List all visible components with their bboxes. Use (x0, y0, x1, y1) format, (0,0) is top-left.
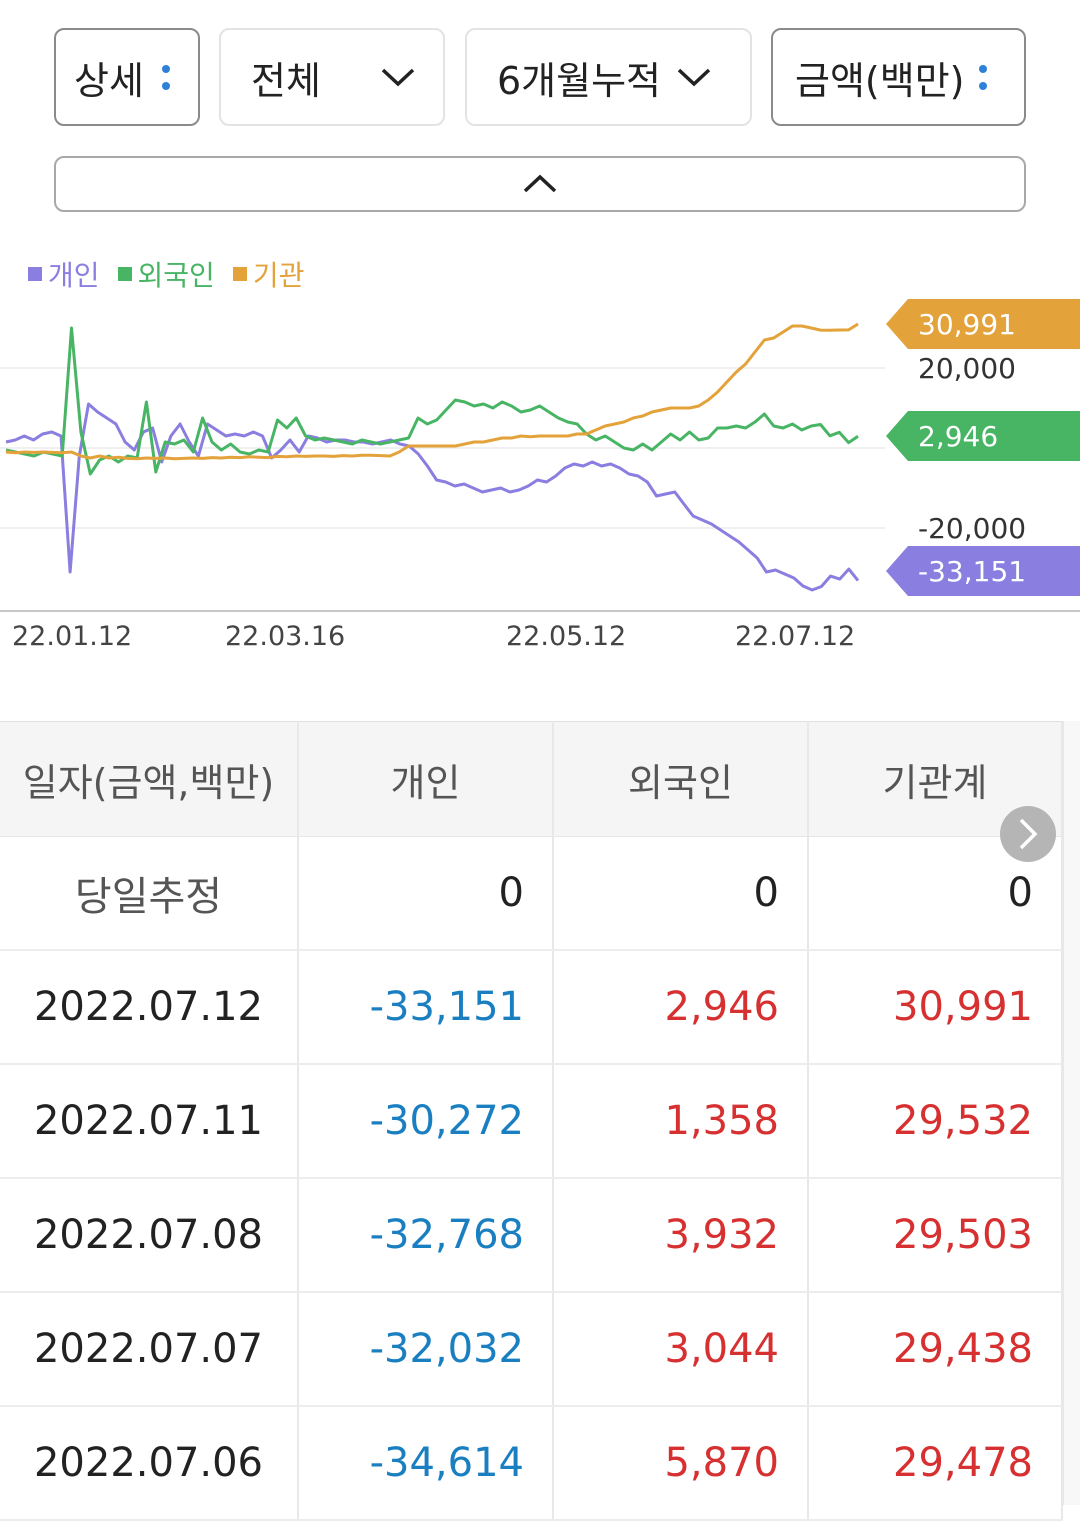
y-tick-label: -20,000 (918, 512, 1026, 545)
x-tick-label: 22.01.12 (12, 621, 132, 652)
cell-foreign: 1,358 (553, 1064, 809, 1179)
header-foreign: 외국인 (553, 721, 809, 837)
series-line (5, 322, 859, 461)
more-vertical-icon (161, 64, 170, 90)
cell-individual: -34,614 (298, 1406, 554, 1521)
scroll-right-button[interactable] (1000, 806, 1056, 862)
cell-date: 2022.07.06 (0, 1406, 299, 1521)
investor-table: 일자(금액,백만) 개인 외국인 기관계 당일추정 0 0 0 2022.07.… (0, 721, 1063, 1521)
series-line (5, 402, 860, 592)
cell-individual: 0 (298, 836, 554, 951)
scope-select[interactable]: 전체 (219, 28, 445, 126)
cell-individual: -32,032 (298, 1292, 554, 1407)
cell-date: 당일추정 (0, 836, 299, 951)
cell-institution: 29,503 (808, 1178, 1063, 1293)
legend-label: 기관 (252, 259, 305, 292)
period-select[interactable]: 6개월누적 (465, 28, 752, 126)
cell-foreign: 3,932 (553, 1178, 809, 1293)
end-value-tags: 30,991 2,946 -33,151 (886, 299, 1080, 596)
chart-grid (0, 367, 885, 529)
chevron-down-icon (381, 68, 415, 87)
series-line (5, 326, 859, 476)
cell-institution: 0 (808, 836, 1063, 951)
cell-date: 2022.07.07 (0, 1292, 299, 1407)
table-row: 2022.07.08 -32,768 3,932 29,503 (0, 1178, 1063, 1293)
legend-item-institution: 기관 (232, 254, 305, 294)
header-date: 일자(금액,백만) (0, 721, 299, 837)
table-row: 2022.07.12 -33,151 2,946 30,991 (0, 950, 1063, 1065)
cell-foreign: 0 (553, 836, 809, 951)
chevron-down-icon (677, 68, 711, 87)
chevron-up-icon (523, 174, 557, 193)
x-tick-label: 22.03.16 (225, 621, 345, 652)
period-select-label: 6개월누적 (497, 58, 662, 103)
legend-swatch (117, 267, 132, 281)
cell-foreign: 2,946 (553, 950, 809, 1065)
detail-filter-button[interactable]: 상세 (54, 28, 200, 126)
legend-swatch (232, 267, 247, 281)
table-row: 2022.07.11 -30,272 1,358 29,532 (0, 1064, 1063, 1179)
y-tick-label: 20,000 (918, 352, 1016, 385)
legend-label: 외국인 (137, 259, 215, 292)
unit-filter-label: 금액(백만) (795, 58, 965, 103)
end-value-tag (886, 546, 1080, 596)
unit-filter-button[interactable]: 금액(백만) (771, 28, 1026, 126)
cell-foreign: 5,870 (553, 1406, 809, 1521)
cell-date: 2022.07.11 (0, 1064, 299, 1179)
chevron-right-icon (1019, 818, 1038, 850)
cell-date: 2022.07.08 (0, 1178, 299, 1293)
table-row: 2022.07.07 -32,032 3,044 29,438 (0, 1292, 1063, 1407)
end-value-label: -33,151 (918, 555, 1026, 588)
x-tick-label: 22.05.12 (506, 621, 626, 652)
cell-institution: 30,991 (808, 950, 1063, 1065)
detail-filter-label: 상세 (74, 58, 144, 103)
cell-date: 2022.07.12 (0, 950, 299, 1065)
legend-label: 개인 (48, 259, 100, 292)
end-value-label: 2,946 (918, 420, 998, 453)
end-value-tag (886, 299, 1080, 349)
table-scroll-strip (1062, 721, 1080, 1505)
chart-legend: 개인 외국인 기관 (28, 254, 304, 294)
end-value-tag (886, 411, 1080, 461)
legend-item-foreign: 외국인 (117, 254, 215, 294)
x-axis-labels: 22.01.12 22.03.16 22.05.12 22.07.12 (12, 621, 855, 652)
header-individual: 개인 (298, 721, 554, 837)
x-tick-label: 22.07.12 (735, 621, 855, 652)
cell-foreign: 3,044 (553, 1292, 809, 1407)
cell-institution: 29,478 (808, 1406, 1063, 1521)
cell-institution: 29,438 (808, 1292, 1063, 1407)
legend-item-individual: 개인 (28, 254, 100, 294)
more-vertical-icon (978, 64, 987, 90)
legend-swatch (28, 267, 42, 281)
investor-trend-chart: 20,000 -20,000 30,991 2,946 -33,151 22.01.1… (0, 299, 1080, 652)
cell-individual: -33,151 (298, 950, 554, 1065)
cell-individual: -30,272 (298, 1064, 554, 1179)
table-row: 2022.07.06 -34,614 5,870 29,478 (0, 1406, 1063, 1521)
y-axis-labels: 20,000 -20,000 (918, 352, 1026, 545)
cell-individual: -32,768 (298, 1178, 554, 1293)
cell-institution: 29,532 (808, 1064, 1063, 1179)
collapse-chart-button[interactable] (54, 156, 1026, 212)
table-row: 당일추정 0 0 0 (0, 836, 1063, 951)
end-value-label: 30,991 (918, 308, 1016, 341)
scope-select-label: 전체 (251, 58, 321, 103)
chart-lines (5, 322, 860, 592)
table-header-row: 일자(금액,백만) 개인 외국인 기관계 (0, 721, 1063, 837)
